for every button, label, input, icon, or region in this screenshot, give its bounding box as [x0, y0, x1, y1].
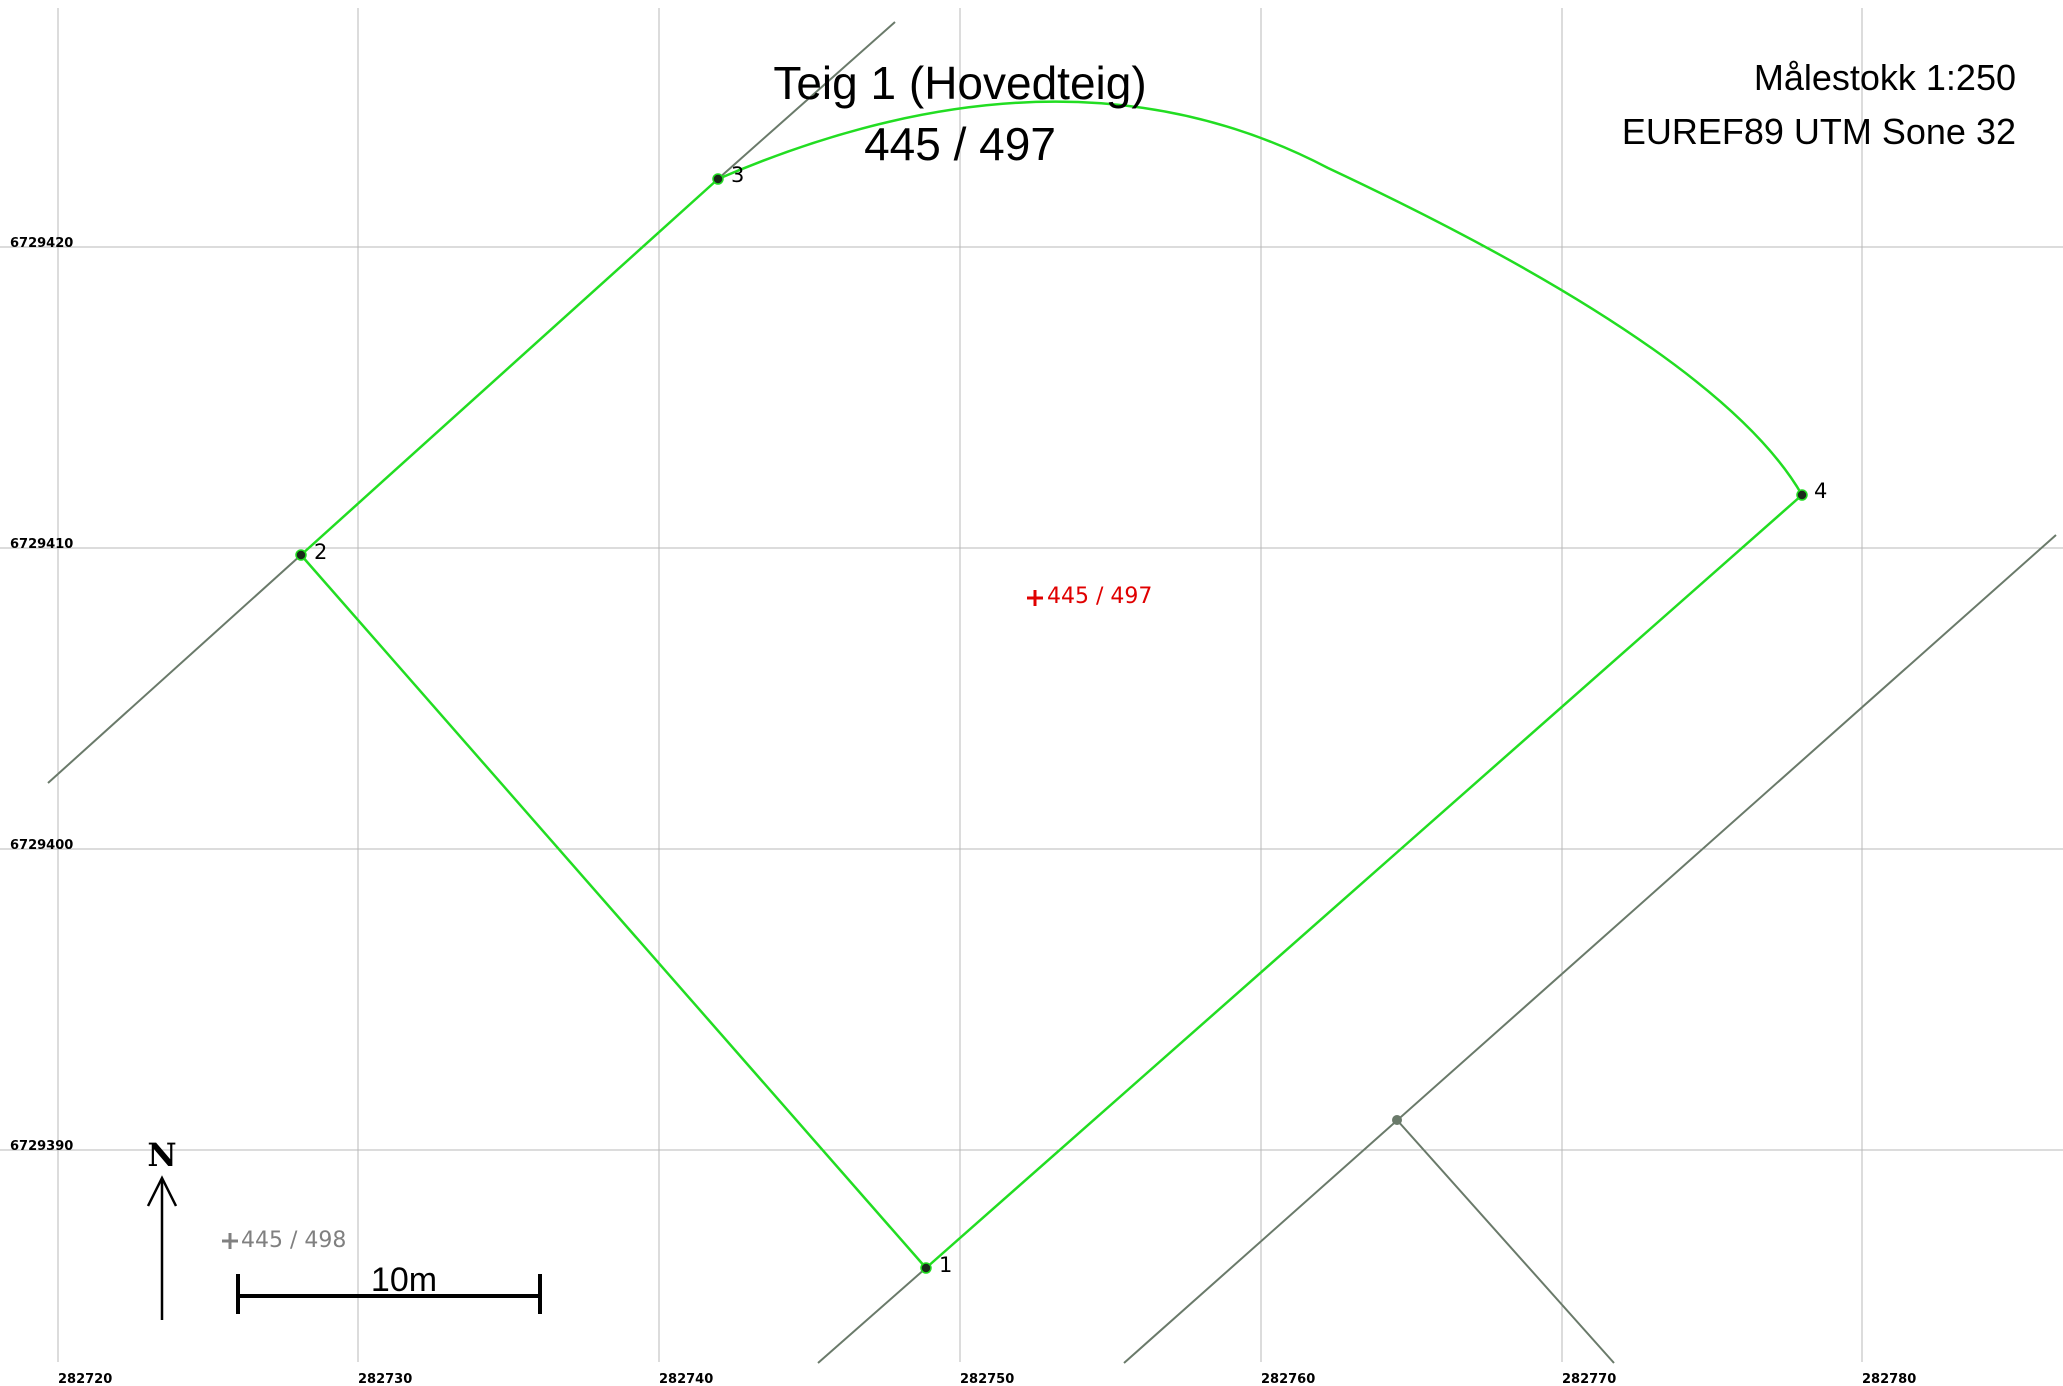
parcel-label-main: 445 / 497 [1027, 584, 1152, 609]
boundary-points: 1 2 3 4 [296, 163, 1827, 1277]
x-tick-label: 282780 [1862, 1372, 1916, 1386]
neighbor-line [1124, 535, 2056, 1363]
neighbor-line [818, 1268, 926, 1363]
scale-bar-label: 10m [371, 1261, 437, 1299]
map-subtitle: 445 / 497 [864, 118, 1056, 170]
y-tick-label: 6729400 [10, 838, 73, 853]
x-tick-label: 282770 [1562, 1372, 1616, 1386]
x-tick-label: 282760 [1261, 1372, 1315, 1386]
north-arrow: N [147, 1136, 176, 1320]
boundary-point-label: 4 [1814, 479, 1827, 503]
boundary-point-label: 3 [731, 163, 744, 187]
boundary-point-4 [1797, 490, 1807, 500]
neighbor-line [1397, 1120, 1614, 1363]
boundary-point-2 [296, 550, 306, 560]
map-title: Teig 1 (Hovedteig) [773, 57, 1146, 109]
map-scale: Målestokk 1:250 [1754, 57, 2016, 98]
neighbor-line [48, 555, 301, 783]
boundary-point-3 [713, 174, 723, 184]
boundary-segment-2-3 [301, 179, 718, 555]
x-tick-label: 282730 [358, 1372, 412, 1386]
boundary-point-label: 1 [939, 1253, 952, 1277]
coordinate-system: EUREF89 UTM Sone 32 [1622, 111, 2016, 152]
x-tick-label: 282740 [659, 1372, 713, 1386]
boundary-segment-4-1 [926, 495, 1802, 1268]
x-tick-label: 282750 [960, 1372, 1014, 1386]
y-axis-labels: 6729420 6729410 6729400 6729390 [10, 236, 73, 1154]
parcel-label-neighbor: 445 / 498 [222, 1228, 346, 1253]
x-axis-labels: 282720 282730 282740 282750 282760 28277… [58, 1372, 1916, 1386]
north-label: N [147, 1136, 176, 1174]
y-tick-label: 6729390 [10, 1139, 73, 1154]
grid [0, 8, 2063, 1362]
neighbor-point [1393, 1116, 1401, 1124]
scale-bar: 10m [238, 1261, 540, 1314]
x-tick-label: 282720 [58, 1372, 112, 1386]
neighbor-boundaries [48, 22, 2056, 1363]
boundary-segment-1-2 [301, 555, 926, 1268]
boundary-point-label: 2 [314, 540, 327, 564]
y-tick-label: 6729420 [10, 236, 73, 251]
boundary-point-1 [921, 1263, 931, 1273]
arrow-up-icon [148, 1178, 176, 1320]
parcel-marker-icon [1027, 590, 1043, 606]
parcel-boundary [301, 102, 1802, 1268]
y-tick-label: 6729410 [10, 537, 73, 552]
parcel-number-neighbor: 445 / 498 [241, 1228, 346, 1253]
parcel-marker-icon [222, 1233, 238, 1249]
parcel-number-main: 445 / 497 [1047, 584, 1152, 609]
